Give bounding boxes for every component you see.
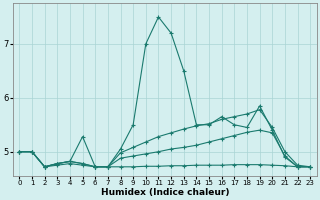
- X-axis label: Humidex (Indice chaleur): Humidex (Indice chaleur): [100, 188, 229, 197]
